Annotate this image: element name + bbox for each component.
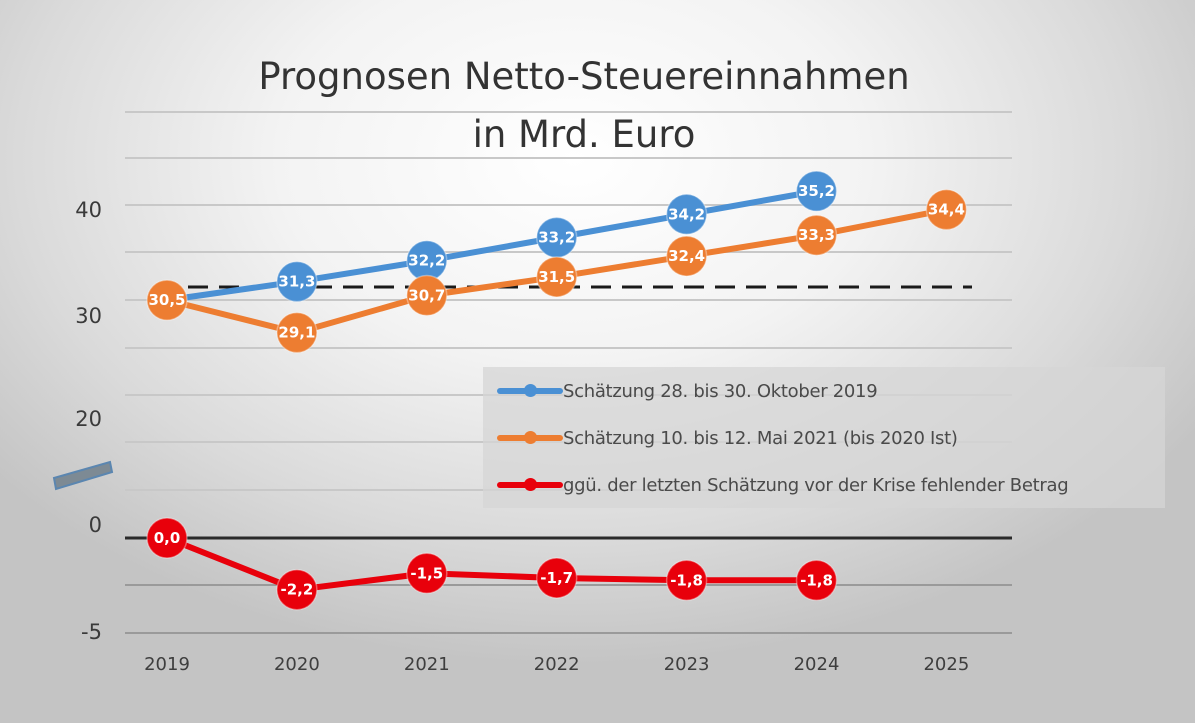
- data-point-marker[interactable]: [665, 559, 708, 602]
- data-label: 30,5: [148, 291, 185, 309]
- data-label: 34,2: [668, 205, 705, 223]
- y-tick-label: 20: [75, 407, 102, 431]
- data-point-marker[interactable]: [276, 311, 318, 354]
- data-point-marker[interactable]: [146, 279, 188, 321]
- x-tick-label: 2022: [533, 654, 580, 675]
- x-tick-label: 2021: [403, 654, 450, 675]
- data-point-marker[interactable]: [795, 559, 838, 602]
- data-label: 33,3: [798, 226, 835, 244]
- data-label: 34,4: [928, 201, 965, 219]
- data-label: 0,0: [154, 529, 181, 547]
- chart-title-line-2: in Mrd. Euro: [472, 113, 696, 156]
- legend-swatch-orange: [497, 423, 563, 453]
- legend-item-oct-2019[interactable]: Schätzung 28. bis 30. Oktober 2019: [497, 376, 878, 406]
- legend-item-may-2021[interactable]: Schätzung 10. bis 12. Mai 2021 (bis 2020…: [497, 423, 958, 453]
- data-label: 32,2: [408, 252, 445, 270]
- data-point-marker[interactable]: [535, 256, 578, 298]
- y-tick-label: 0: [88, 513, 102, 537]
- data-label: -1,5: [410, 564, 443, 582]
- x-tick-label: 2020: [273, 654, 320, 675]
- series-line: [166, 188, 818, 304]
- axis-break-bar: [52, 460, 114, 491]
- data-label: 30,7: [408, 287, 445, 305]
- chart-title-line-1: Prognosen Netto-Steuereinnahmen: [258, 55, 910, 98]
- data-label: 29,1: [278, 324, 315, 342]
- data-label: -1,7: [540, 569, 573, 587]
- x-tick-label: 2025: [923, 654, 970, 675]
- data-point-marker[interactable]: [276, 260, 318, 303]
- data-point-marker[interactable]: [146, 517, 188, 559]
- data-label: 35,2: [798, 182, 835, 200]
- data-point-marker[interactable]: [665, 193, 708, 236]
- y-tick-label: -5: [81, 620, 102, 644]
- legend-item-missing-amount[interactable]: ggü. der letzten Schätzung vor der Krise…: [497, 470, 1069, 500]
- data-point-marker[interactable]: [925, 188, 968, 231]
- data-point-marker[interactable]: [406, 552, 448, 594]
- data-point-marker[interactable]: [406, 274, 448, 317]
- data-point-marker[interactable]: [795, 170, 838, 212]
- legend-label: Schätzung 28. bis 30. Oktober 2019: [563, 380, 878, 402]
- data-label: 33,2: [538, 229, 575, 247]
- legend: Schätzung 28. bis 30. Oktober 2019 Schät…: [483, 367, 1165, 508]
- series-line: [165, 535, 817, 593]
- data-label: -2,2: [280, 581, 313, 599]
- data-label: -1,8: [670, 571, 703, 589]
- data-label: 31,3: [278, 273, 315, 291]
- series-2: 0,0 -2,2 -1,5 -1,7 -1,8 -1,8: [146, 517, 838, 611]
- x-tick-label: 2019: [144, 654, 190, 675]
- data-label: -1,8: [800, 571, 833, 589]
- axis-break-icon: [52, 460, 114, 491]
- legend-swatch-red: [497, 470, 563, 500]
- y-tick-label: 40: [75, 198, 102, 222]
- legend-swatch-blue: [497, 376, 563, 406]
- data-point-marker[interactable]: [795, 214, 838, 256]
- series-1: 30,5 29,1 30,7 31,5 32,4 33,3 34,4: [146, 188, 968, 354]
- series-0: 31,3 32,2 33,2 34,2 35,2: [166, 170, 838, 304]
- legend-label: Schätzung 10. bis 12. Mai 2021 (bis 2020…: [563, 427, 958, 449]
- data-point-marker[interactable]: [276, 568, 318, 611]
- legend-label: ggü. der letzten Schätzung vor der Krise…: [563, 474, 1069, 496]
- data-label: 31,5: [538, 268, 575, 286]
- series-group: 31,3 32,2 33,2 34,2 35,2 30,5 29,1 30,7 31,5 32,4…: [146, 170, 968, 611]
- y-tick-label: 30: [75, 304, 102, 328]
- data-label: 32,4: [668, 247, 705, 265]
- x-tick-label: 2023: [663, 654, 710, 675]
- data-point-marker[interactable]: [665, 235, 708, 277]
- data-point-marker[interactable]: [535, 557, 578, 599]
- x-tick-label: 2024: [793, 654, 840, 675]
